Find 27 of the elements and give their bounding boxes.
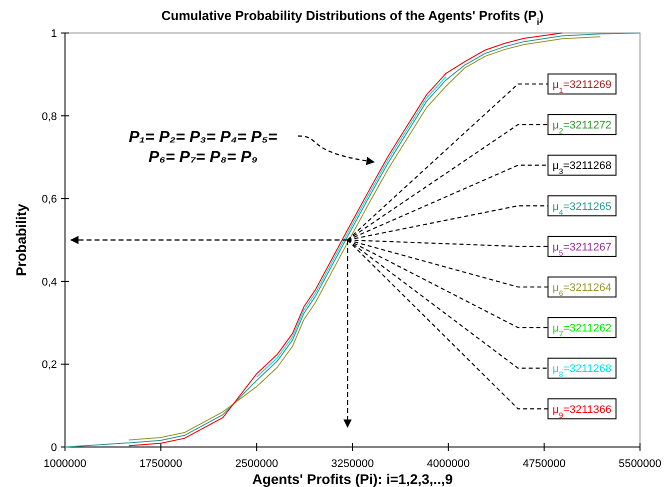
- annotation: P₆= P₇= P₈= P₉: [148, 149, 258, 166]
- text: μ$_{4}$=3211265: [552, 200, 612, 216]
- x-tick-label: 2500000: [235, 458, 278, 470]
- x-tick-label: 3250000: [331, 458, 374, 470]
- legend-label: μ$_{1}$=3211269: [552, 79, 612, 94]
- y-axis-title: Probability: [13, 204, 29, 276]
- y-tick-label: 1: [50, 28, 57, 40]
- legend-label: μ$_{5}$=3211267: [552, 241, 612, 257]
- x-tick-label: 4000000: [426, 458, 470, 470]
- y-tick-label: 0,8: [42, 110, 57, 123]
- text: μ$_{6}$=3211264: [552, 282, 612, 298]
- annotation: P₁= P₂= P₃= P₄= P₅=: [128, 129, 278, 146]
- y-tick-label: 0: [50, 442, 57, 454]
- legend-label: μ$_{3}$=3211268: [552, 160, 612, 176]
- legend-label: μ$_{2}$=3211272: [552, 120, 612, 136]
- y-tick-label: 0,6: [42, 194, 57, 206]
- x-tick-label: 4750000: [522, 458, 566, 470]
- x-tick-label: 1000000: [44, 458, 86, 470]
- x-tick-label: 1750000: [139, 458, 182, 470]
- text: μ$_{8}$=3211268: [552, 363, 612, 379]
- chart-title: Cumulative Probability Distributions of the Agents' Profits (P$_{i}$): [161, 8, 544, 27]
- x-axis-title: Agents' Profits (Pi): i=1,2,3,..,9: [252, 471, 453, 487]
- y-tick-label: 0,4: [42, 276, 57, 288]
- x-tick-label: 5500000: [618, 458, 662, 470]
- text: μ$_{9}$=3211366: [552, 404, 612, 420]
- y-tick-label: 0,2: [42, 359, 57, 372]
- legend-label: μ$_{7}$=3211262: [552, 322, 612, 338]
